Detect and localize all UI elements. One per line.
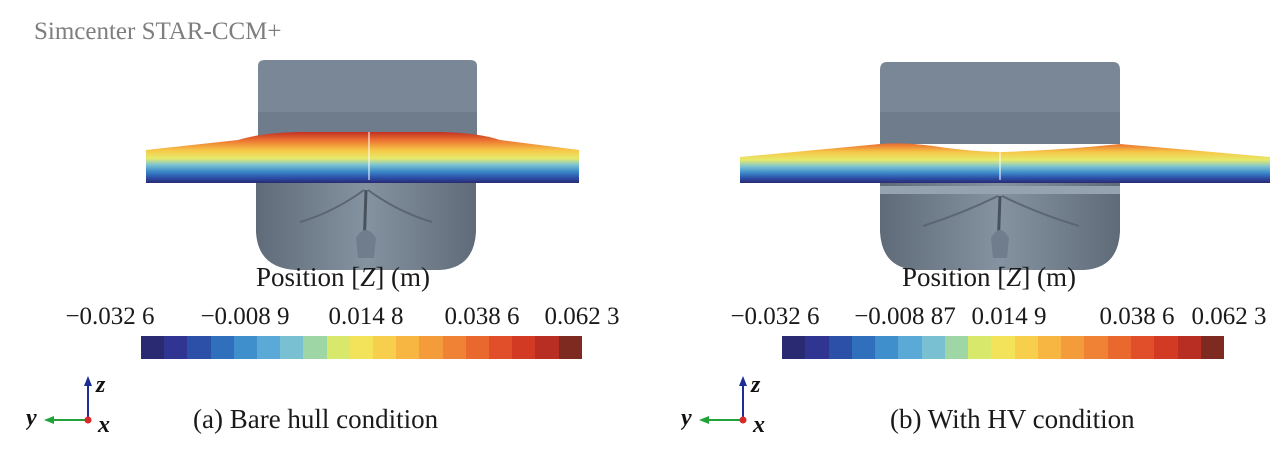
colorbar-swatch (921, 336, 945, 359)
colorbar-swatch (851, 336, 876, 359)
colorbar-title: Position [Z] (m) (902, 262, 1077, 292)
colorbar-swatch (164, 336, 188, 359)
colorbar-swatch (349, 336, 374, 359)
colorbar-title: Position [Z] (m) (256, 262, 431, 292)
axis-z-label: z (750, 372, 761, 398)
free-surface (740, 143, 1270, 183)
colorbar-tick: −0.008 87 (854, 303, 956, 330)
colorbar (141, 336, 582, 359)
colorbar-tick: 0.062 3 (544, 303, 620, 330)
hull-bow-wing-right (1001, 195, 1080, 227)
colorbar-tick: −0.032 6 (730, 303, 820, 330)
axis-y-label: y (681, 405, 692, 431)
hull-bow-wing-right (367, 189, 433, 223)
colorbar-swatch (1061, 336, 1085, 359)
colorbar-swatch (1130, 336, 1155, 359)
hull-hv-plate (880, 186, 1120, 194)
colorbar-swatch (1154, 336, 1178, 359)
axis-x-label: x (97, 412, 110, 435)
colorbar-swatch (1107, 336, 1131, 359)
colorbar-swatch (257, 336, 281, 359)
caption: (b) With HV condition (890, 404, 1135, 434)
colorbar-swatch (828, 336, 852, 359)
colorbar-swatch (968, 336, 992, 359)
axis-z-label: z (95, 372, 106, 398)
hull-bow-wing-left (922, 195, 999, 227)
axis-x-label: x (752, 412, 765, 435)
colorbar-swatch (187, 336, 211, 359)
colorbar-swatch (489, 336, 513, 359)
colorbar-tick: 0.038 6 (1099, 303, 1175, 330)
hull-scene (740, 62, 1270, 270)
colorbar-swatch (944, 336, 969, 359)
panel-bare-hull: Position [Z] (m) −0.032 6 −0.008 9 0.014… (0, 0, 643, 454)
colorbar (782, 336, 1225, 359)
colorbar-swatch (303, 336, 327, 359)
colorbar-tick: 0.014 9 (971, 303, 1047, 330)
colorbar-swatch (233, 336, 258, 359)
hull-deck-band (880, 112, 1120, 144)
axes-triad: z y x (681, 372, 765, 435)
colorbar-swatch (465, 336, 490, 359)
colorbar-swatch (1014, 336, 1038, 359)
colorbar-swatch (898, 336, 922, 359)
colorbar-swatch (210, 336, 234, 359)
axes-triad: z y x (26, 372, 110, 435)
colorbar-swatch (1037, 336, 1062, 359)
colorbar-swatch (875, 336, 899, 359)
hull-bow-wing-left (299, 189, 365, 223)
colorbar-swatch (782, 336, 806, 359)
colorbar-tick: 0.038 6 (444, 303, 520, 330)
colorbar-swatch (805, 336, 829, 359)
colorbar-swatch (280, 336, 304, 359)
axis-y-label: y (26, 405, 37, 431)
colorbar-swatch (535, 336, 559, 359)
colorbar-swatch (396, 336, 420, 359)
free-surface (146, 132, 579, 183)
colorbar-swatch (1084, 336, 1108, 359)
colorbar-swatch (558, 336, 582, 359)
panel-with-hv: Position [Z] (m) −0.032 6 −0.008 87 0.01… (643, 0, 1286, 454)
colorbar-swatch (442, 336, 466, 359)
colorbar-swatch (1200, 336, 1225, 359)
caption: (a) Bare hull condition (193, 404, 439, 434)
colorbar-tick: 0.014 8 (328, 303, 404, 330)
hull-scene (146, 60, 579, 270)
colorbar-swatch (419, 336, 443, 359)
colorbar-tick: −0.008 9 (200, 303, 290, 330)
hull-bulb (356, 230, 376, 258)
colorbar-swatch (1177, 336, 1201, 359)
hull-bulb (991, 230, 1009, 258)
colorbar-swatch (326, 336, 350, 359)
colorbar-swatch (141, 336, 165, 359)
colorbar-tick: −0.032 6 (65, 303, 155, 330)
colorbar-tick: 0.062 3 (1191, 303, 1267, 330)
colorbar-swatch (512, 336, 536, 359)
watermark: Simcenter STAR-CCM+ (34, 18, 282, 45)
colorbar-swatch (991, 336, 1015, 359)
colorbar-swatch (373, 336, 397, 359)
